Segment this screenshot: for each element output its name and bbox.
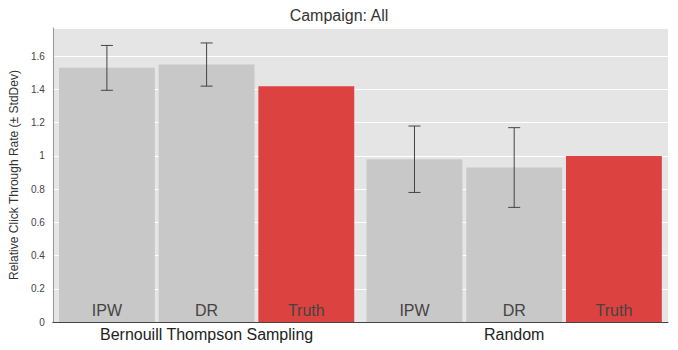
svg-text:0.8: 0.8: [31, 184, 45, 195]
svg-text:0.6: 0.6: [31, 217, 45, 228]
svg-text:0.2: 0.2: [31, 283, 45, 294]
svg-text:0: 0: [39, 317, 45, 328]
svg-text:Random: Random: [484, 326, 544, 343]
svg-text:Truth: Truth: [596, 302, 633, 319]
svg-text:1: 1: [39, 150, 45, 161]
svg-text:0.4: 0.4: [31, 250, 45, 261]
svg-text:DR: DR: [503, 302, 526, 319]
svg-text:IPW: IPW: [92, 302, 123, 319]
svg-text:1.6: 1.6: [31, 51, 45, 62]
svg-text:1.4: 1.4: [31, 84, 45, 95]
svg-text:Campaign: All: Campaign: All: [290, 7, 389, 24]
svg-text:DR: DR: [195, 302, 218, 319]
svg-text:1.2: 1.2: [31, 117, 45, 128]
svg-text:Bernouill Thompson Sampling: Bernouill Thompson Sampling: [100, 326, 313, 343]
svg-text:Truth: Truth: [288, 302, 325, 319]
svg-text:IPW: IPW: [399, 302, 430, 319]
svg-text:Relative Click Through Rate (±: Relative Click Through Rate (± StdDev): [7, 70, 21, 280]
